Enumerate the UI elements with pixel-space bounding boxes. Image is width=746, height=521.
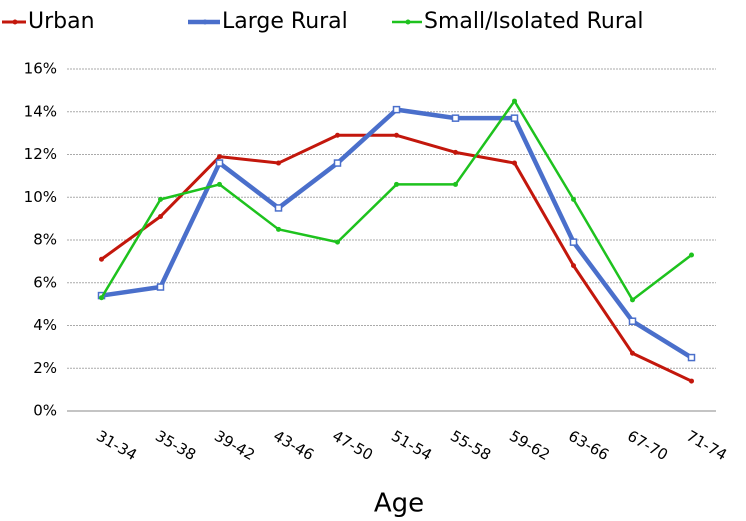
point-marker bbox=[99, 256, 104, 262]
x-tick-label: 35-38 bbox=[152, 427, 199, 464]
y-tick-label: 16% bbox=[24, 60, 57, 78]
point-marker bbox=[335, 132, 340, 138]
x-tick-label: 63-66 bbox=[565, 427, 612, 464]
legend-label: Large Rural bbox=[222, 9, 348, 34]
point-marker bbox=[453, 149, 458, 155]
x-axis-title: Age bbox=[374, 489, 424, 519]
point-marker bbox=[99, 295, 104, 301]
legend-label: Urban bbox=[28, 9, 95, 34]
x-tick-label: 55-58 bbox=[447, 427, 494, 464]
y-tick-label: 10% bbox=[24, 188, 57, 206]
y-tick-label: 2% bbox=[33, 359, 57, 377]
point-marker bbox=[510, 114, 519, 122]
point-marker bbox=[276, 226, 281, 232]
legend-marker bbox=[12, 19, 18, 25]
point-marker bbox=[687, 353, 696, 362]
y-tick-label: 14% bbox=[24, 102, 57, 120]
series-line bbox=[100, 99, 693, 302]
point-marker bbox=[571, 263, 576, 269]
point-marker bbox=[276, 160, 281, 166]
y-tick-label: 4% bbox=[33, 316, 57, 334]
x-tick-label: 59-62 bbox=[506, 427, 553, 464]
point-marker bbox=[274, 204, 283, 212]
point-marker bbox=[453, 181, 458, 187]
point-marker bbox=[394, 132, 399, 138]
series-line bbox=[101, 107, 693, 360]
y-tick-label: 6% bbox=[33, 273, 57, 291]
point-marker bbox=[333, 159, 342, 167]
x-tick-label: 67-70 bbox=[624, 427, 671, 464]
point-marker bbox=[158, 213, 163, 219]
x-tick-label: 47-50 bbox=[329, 427, 376, 464]
point-marker bbox=[158, 196, 163, 202]
point-marker bbox=[628, 317, 637, 325]
y-tick-label: 12% bbox=[24, 145, 57, 163]
point-marker bbox=[689, 252, 694, 258]
x-tick-label: 39-42 bbox=[211, 427, 258, 464]
y-tick-label: 0% bbox=[33, 402, 57, 420]
point-marker bbox=[571, 196, 576, 202]
point-marker bbox=[335, 239, 340, 245]
point-marker bbox=[392, 105, 401, 114]
point-marker bbox=[217, 154, 222, 160]
point-marker bbox=[156, 283, 165, 291]
legend-marker bbox=[202, 19, 208, 25]
x-tick-label: 43-46 bbox=[270, 427, 317, 464]
point-marker bbox=[215, 159, 224, 167]
legend-marker bbox=[405, 19, 411, 25]
series-line bbox=[100, 133, 693, 383]
x-tick-label: 31-34 bbox=[93, 427, 140, 464]
point-marker bbox=[569, 238, 578, 246]
point-marker bbox=[394, 181, 399, 187]
x-tick-label: 71-74 bbox=[683, 427, 730, 464]
point-marker bbox=[512, 98, 517, 104]
legend-label: Small/Isolated Rural bbox=[424, 9, 644, 34]
point-marker bbox=[512, 160, 517, 166]
point-marker bbox=[451, 114, 460, 122]
point-marker bbox=[217, 181, 222, 187]
y-tick-label: 8% bbox=[33, 231, 57, 249]
point-marker bbox=[689, 378, 694, 384]
point-marker bbox=[630, 350, 635, 356]
point-marker bbox=[630, 297, 635, 303]
x-tick-label: 51-54 bbox=[388, 427, 435, 464]
